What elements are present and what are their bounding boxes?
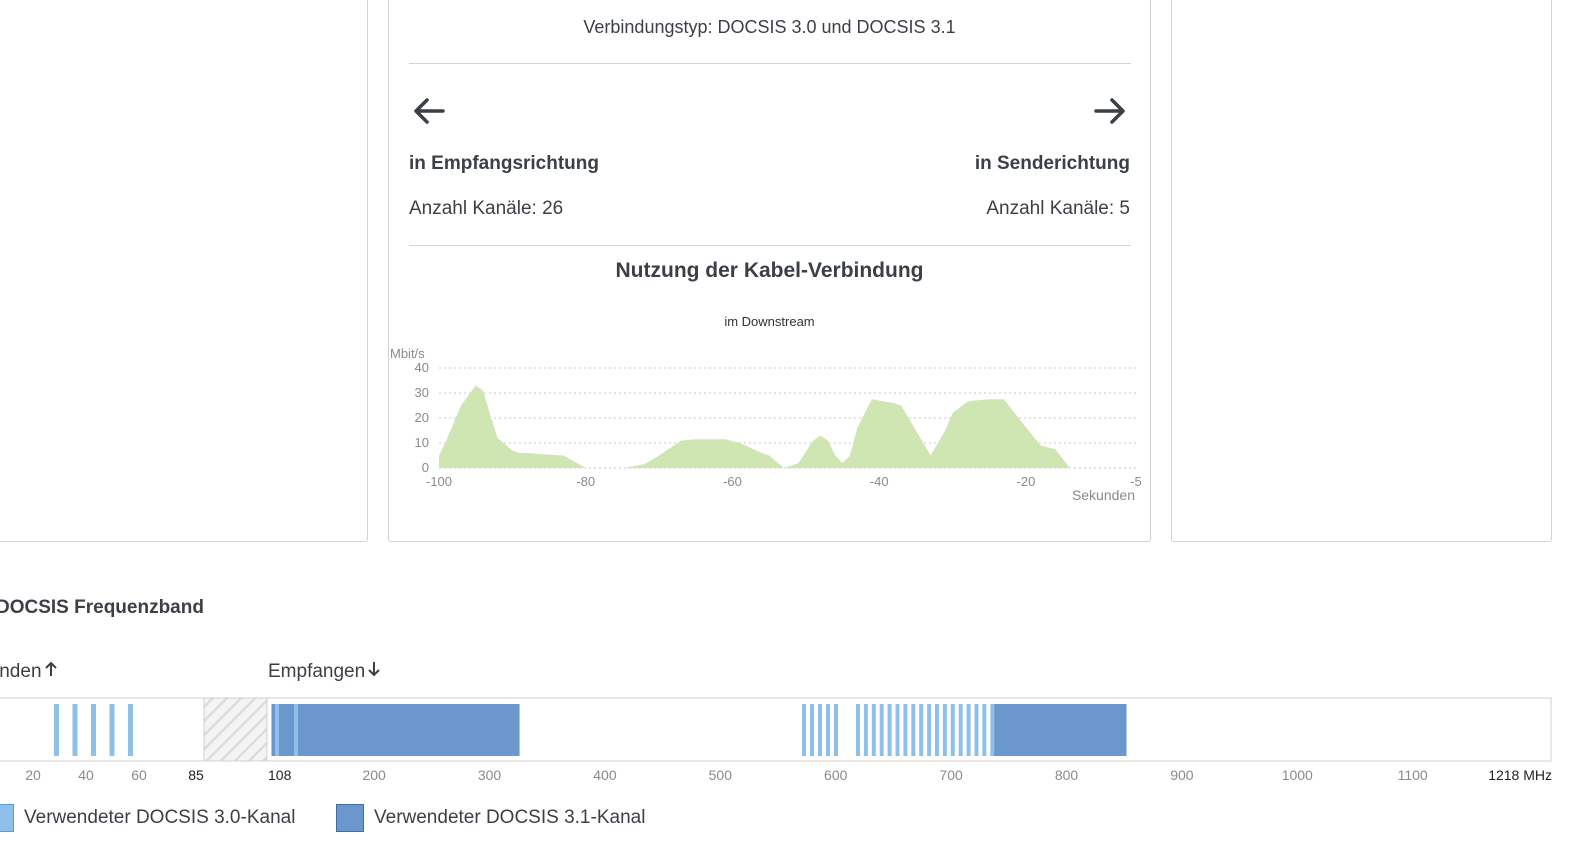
- y-tick-label: 30: [415, 385, 429, 400]
- downstream-docsis30-channel: [935, 704, 939, 756]
- downstream-docsis30-channel: [919, 704, 924, 756]
- connection-type-text: Verbindungstyp: DOCSIS 3.0 und DOCSIS 3.…: [583, 17, 956, 37]
- downstream-docsis30-channel: [895, 704, 900, 756]
- frequency-tick-label: 500: [709, 767, 733, 783]
- x-axis-label: Sekunden: [1072, 487, 1135, 503]
- legend-swatch-docsis30: [0, 804, 14, 832]
- downstream-docsis30-channel: [903, 704, 908, 756]
- frequency-tick-label: 200: [362, 767, 386, 783]
- downstream-docsis31-block: [992, 704, 1127, 756]
- downstream-docsis30-channel: [966, 704, 971, 756]
- upstream-docsis30-channel: [128, 704, 133, 756]
- upstream-docsis30-channel: [91, 704, 96, 756]
- downstream-docsis30-channel: [826, 704, 830, 756]
- downstream-docsis30-channel: [863, 704, 868, 756]
- frequency-gap-area: [204, 698, 267, 761]
- frequency-tick-label: 700: [939, 767, 963, 783]
- upstream-docsis30-channel: [109, 704, 115, 756]
- legend-swatch-docsis31: [336, 804, 364, 832]
- downstream-docsis30-channel: [942, 704, 947, 756]
- downstream-docsis30-channel: [879, 704, 884, 756]
- downstream-docsis30-channel: [275, 704, 279, 756]
- y-axis-label: Mbit/s: [390, 346, 425, 361]
- x-tick-label: -100: [426, 474, 452, 489]
- x-tick-label: -80: [576, 474, 595, 489]
- downstream-docsis30-channel: [818, 704, 822, 756]
- legend-docsis31-label: Verwendeter DOCSIS 3.1-Kanal: [374, 807, 646, 828]
- frequency-band-chart: 20 40 60 85 108 200 300 400 500 600 700 800 900 1000 1…: [0, 697, 1552, 783]
- downstream-docsis30-channel: [990, 704, 995, 756]
- frequency-tick-label: 85: [188, 767, 204, 783]
- x-tick-label: -20: [1017, 474, 1036, 489]
- frequency-tick-label: 1100: [1398, 767, 1428, 783]
- downstream-docsis30-channel: [871, 704, 876, 756]
- frequency-tick-label: 1218 MHz: [1488, 767, 1552, 783]
- downstream-docsis30-channel: [911, 704, 916, 756]
- downstream-docsis30-channel: [950, 704, 955, 756]
- y-tick-label: 0: [422, 460, 429, 475]
- info-card-left: [0, 0, 368, 542]
- downstream-docsis30-channel: [958, 704, 963, 756]
- frequency-tick-label: 400: [593, 767, 617, 783]
- frequency-tick-label: 40: [78, 767, 94, 783]
- arrow-right-icon: [1094, 98, 1125, 124]
- x-tick-label: -40: [870, 474, 889, 489]
- arrow-down-icon: [368, 662, 380, 677]
- y-tick-label: 10: [415, 435, 429, 450]
- frequency-tick-label: 60: [131, 767, 147, 783]
- frequency-tick-label: 600: [824, 767, 848, 783]
- info-card-right: [1171, 0, 1552, 542]
- frequency-tick-label: 1000: [1282, 767, 1313, 783]
- upstream-title: in Senderichtung: [974, 153, 1130, 174]
- x-tick-label: -60: [723, 474, 742, 489]
- usage-area-series: [439, 385, 1136, 468]
- frequency-tick-label: 108: [268, 767, 292, 783]
- upstream-channel-count: Anzahl Kanäle: 5: [986, 198, 1130, 219]
- downstream-docsis30-channel: [810, 704, 814, 756]
- arrow-up-icon: [44, 661, 57, 676]
- send-label: Senden: [0, 661, 57, 683]
- downstream-docsis30-channel: [294, 704, 298, 756]
- downstream-title: in Empfangsrichtung: [409, 153, 599, 174]
- usage-chart-subtitle: im Downstream: [724, 314, 815, 329]
- downstream-docsis31-block: [271, 704, 520, 756]
- downstream-channel-count: Anzahl Kanäle: 26: [409, 198, 564, 219]
- receive-label: Empfangen: [268, 661, 380, 683]
- send-label-text: Senden: [0, 661, 42, 682]
- frequency-tick-label: 800: [1055, 767, 1079, 783]
- arrow-left-icon: [414, 98, 445, 124]
- y-tick-label: 40: [415, 360, 429, 375]
- usage-chart-title: Nutzung der Kabel-Verbindung: [615, 259, 924, 282]
- downstream-docsis30-channel: [887, 704, 892, 756]
- downstream-docsis30-channel: [834, 704, 838, 756]
- downstream-docsis30-channel: [974, 704, 979, 756]
- downstream-docsis30-channel: [982, 704, 987, 756]
- y-tick-label: 20: [415, 410, 429, 425]
- upstream-docsis30-channel: [54, 704, 59, 756]
- cable-connection-card: Verbindungstyp: DOCSIS 3.0 und DOCSIS 3.…: [388, 0, 1151, 542]
- downstream-docsis30-channel: [927, 704, 932, 756]
- frequency-tick-label: 900: [1170, 767, 1194, 783]
- downstream-docsis30-channel: [802, 704, 806, 756]
- divider-middle: [409, 245, 1131, 246]
- frequency-band-title: DOCSIS Frequenzband: [0, 597, 204, 618]
- frequency-tick-label: 300: [478, 767, 502, 783]
- legend-docsis30: Verwendeter DOCSIS 3.0-Kanal: [0, 802, 295, 834]
- divider-top: [409, 63, 1131, 64]
- receive-label-text: Empfangen: [268, 661, 366, 682]
- legend-docsis30-label: Verwendeter DOCSIS 3.0-Kanal: [24, 807, 296, 828]
- legend-docsis31: Verwendeter DOCSIS 3.1-Kanal: [336, 802, 645, 834]
- x-tick-label: -5: [1130, 474, 1142, 489]
- upstream-docsis30-channel: [72, 704, 78, 756]
- frequency-tick-label: 20: [25, 767, 41, 783]
- downstream-docsis30-channel: [856, 704, 860, 756]
